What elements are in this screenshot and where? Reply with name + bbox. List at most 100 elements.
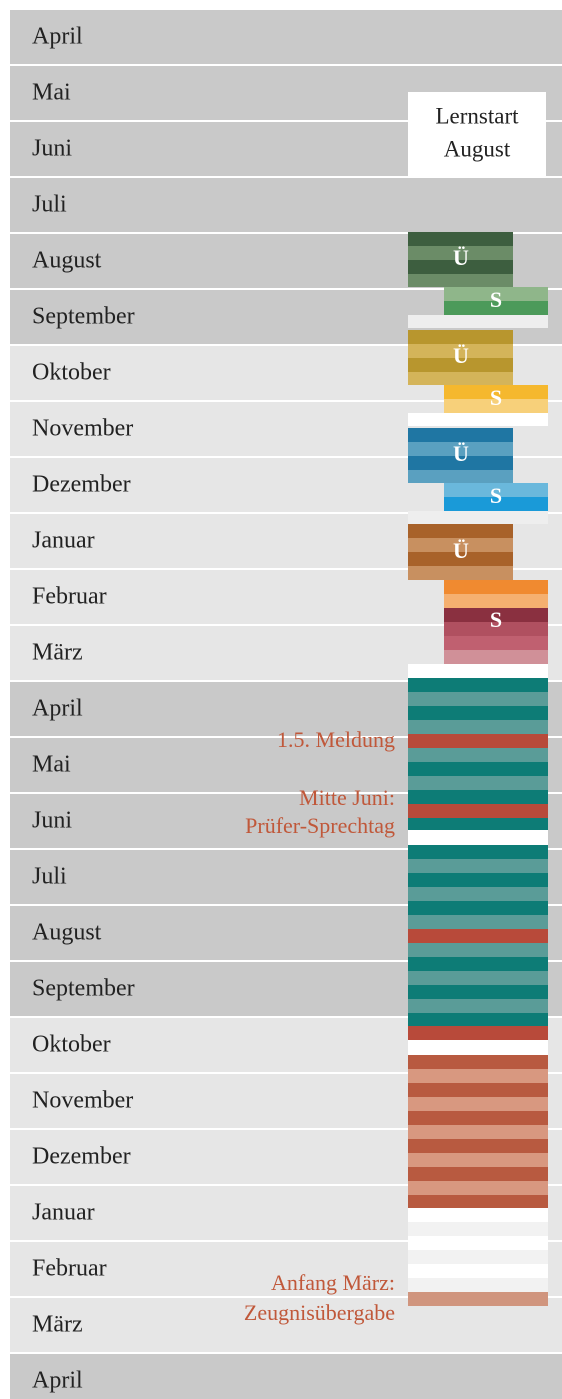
month-label: April <box>32 696 83 722</box>
s-tag: S <box>490 607 502 632</box>
stripe <box>408 470 513 483</box>
stripe <box>408 344 513 358</box>
stripe <box>408 1125 548 1139</box>
start-line: Lernstart <box>435 103 519 128</box>
stripe <box>408 887 548 901</box>
stripe <box>444 301 548 315</box>
stripe <box>408 985 548 999</box>
stripe <box>408 1055 548 1069</box>
stripe <box>444 580 548 594</box>
gap <box>408 830 548 845</box>
stripe <box>408 1278 548 1292</box>
stripe <box>408 748 548 762</box>
stripe <box>408 260 513 274</box>
stripe <box>444 399 548 413</box>
gap <box>408 664 548 678</box>
annotation: Zeugnisübergabe <box>244 1300 395 1325</box>
u-tag: Ü <box>453 538 469 563</box>
stripe <box>408 428 513 442</box>
annotation: Anfang März: <box>271 1270 395 1295</box>
stripe <box>408 566 513 580</box>
stripe <box>408 915 548 929</box>
annotation: Mitte Juni: <box>299 785 395 810</box>
stripe <box>408 1264 548 1278</box>
month-label: August <box>32 920 102 946</box>
annotation: 1.5. Meldung <box>277 727 395 752</box>
gap <box>408 1040 548 1055</box>
stripe <box>408 1250 548 1264</box>
month-label: Februar <box>32 584 107 610</box>
s-tag: S <box>490 483 502 508</box>
month-label: Januar <box>32 1200 95 1226</box>
stripe <box>408 845 548 859</box>
stripe <box>408 372 513 385</box>
stripe <box>408 776 548 790</box>
stripe <box>408 790 548 804</box>
month-row <box>10 1298 562 1352</box>
month-label: Juni <box>32 136 72 162</box>
stripe <box>444 287 548 301</box>
stripe <box>408 1208 548 1222</box>
stripe <box>408 706 548 720</box>
month-label: Juni <box>32 808 72 834</box>
month-label: März <box>32 640 83 666</box>
stripe <box>408 901 548 915</box>
stripe <box>408 1111 548 1125</box>
month-row <box>10 1354 562 1399</box>
month-label: August <box>32 248 102 274</box>
month-row <box>10 178 562 232</box>
month-label: März <box>32 1312 83 1338</box>
stripe <box>408 358 513 372</box>
month-label: Oktober <box>32 1032 111 1058</box>
stripe <box>444 385 548 399</box>
stripe <box>408 873 548 887</box>
stripe <box>408 1013 548 1027</box>
u-tag: Ü <box>453 245 469 270</box>
stripe <box>444 636 548 650</box>
annotation: Prüfer-Sprechtag <box>245 813 395 838</box>
stripe <box>408 1153 548 1167</box>
stripe <box>408 1292 548 1306</box>
stripe <box>408 1195 548 1208</box>
stripe <box>444 594 548 608</box>
month-label: Mai <box>32 752 71 778</box>
month-label: Januar <box>32 528 95 554</box>
month-label: Juli <box>32 192 67 218</box>
stripe <box>408 552 513 566</box>
stripe <box>408 1222 548 1236</box>
start-line: August <box>444 136 511 161</box>
month-label: Dezember <box>32 1144 131 1170</box>
stripe <box>408 1236 548 1250</box>
stripe <box>408 929 548 943</box>
u-tag: Ü <box>453 343 469 368</box>
month-label: Dezember <box>32 472 131 498</box>
stripe <box>408 456 513 470</box>
stripe <box>408 818 548 830</box>
s-tag: S <box>490 287 502 312</box>
stripe <box>444 497 548 511</box>
stripe <box>408 538 513 552</box>
stripe <box>408 1083 548 1097</box>
stripe <box>444 483 548 497</box>
month-label: Mai <box>32 80 71 106</box>
stripe <box>408 1181 548 1195</box>
month-label: November <box>32 1088 133 1114</box>
stripe <box>408 524 513 538</box>
stripe <box>444 650 548 664</box>
stripe <box>408 957 548 971</box>
stripe <box>408 1026 548 1040</box>
stripe <box>408 1167 548 1181</box>
stripe <box>444 622 548 636</box>
stripe <box>408 859 548 873</box>
s-tag: S <box>490 385 502 410</box>
stripe <box>408 678 548 692</box>
stripe <box>408 720 548 734</box>
stripe <box>408 442 513 456</box>
month-label: April <box>32 1368 83 1394</box>
gap <box>408 511 548 524</box>
stripe <box>408 804 548 818</box>
stripe <box>408 762 548 776</box>
stripe <box>408 734 548 748</box>
month-row <box>10 10 562 64</box>
